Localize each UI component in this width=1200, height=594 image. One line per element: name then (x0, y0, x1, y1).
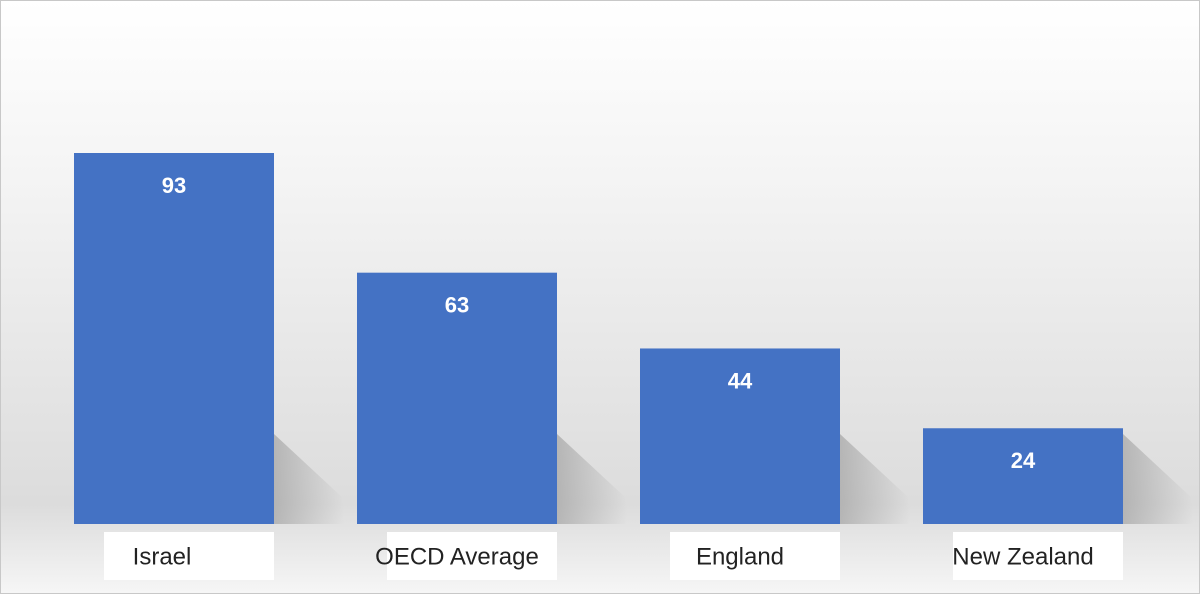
x-tick-label: England (696, 543, 784, 570)
label-box (953, 532, 1123, 580)
bar (923, 428, 1123, 524)
value-label: 44 (728, 368, 753, 393)
x-tick-label: Israel (133, 543, 192, 570)
label-box (387, 532, 557, 580)
bar-shadow (840, 434, 910, 524)
value-label: 24 (1011, 448, 1036, 473)
bar (74, 153, 274, 524)
bar (357, 272, 557, 524)
value-label: 93 (162, 173, 186, 198)
bar-shadow (274, 434, 344, 524)
value-label: 63 (445, 292, 469, 317)
label-box (104, 532, 274, 580)
label-box (670, 532, 840, 580)
x-tick-label: OECD Average (375, 543, 539, 570)
plot-area: 93 Israel 63 OECD Average 44 England 24 New Zea… (74, 153, 1193, 580)
bar (640, 348, 840, 524)
bar-shadow (557, 434, 627, 524)
bar-shadow (1123, 434, 1193, 524)
x-tick-label: New Zealand (952, 543, 1093, 570)
